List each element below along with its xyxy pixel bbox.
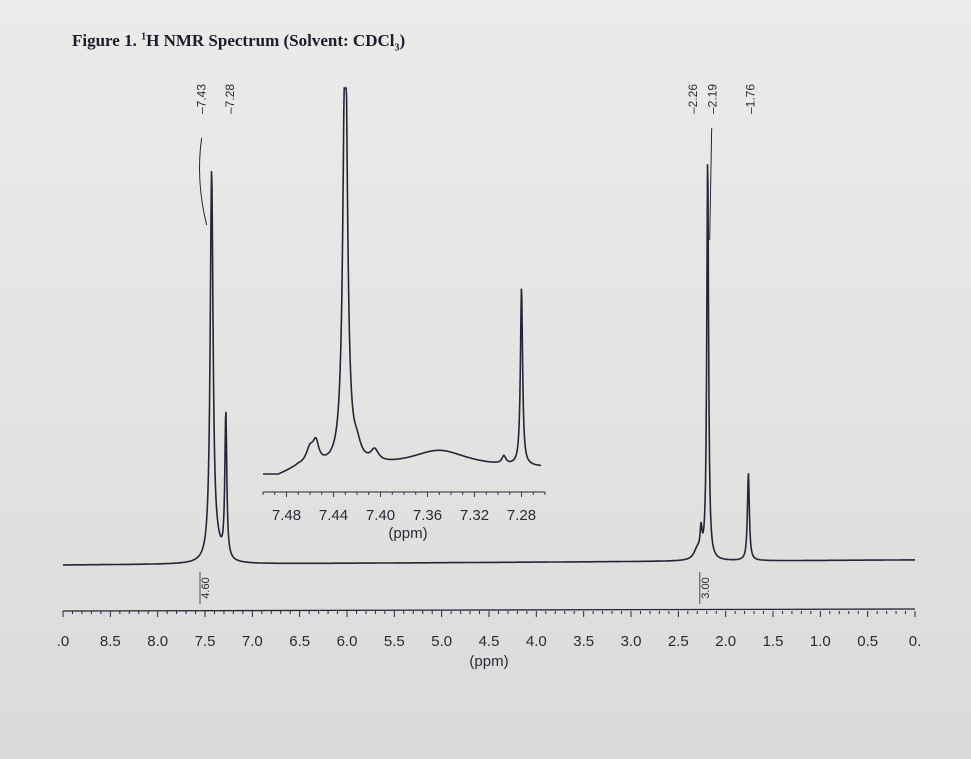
inset-spectrum: 7.48 7.44 7.40 7.36 7.32 7.28 (ppm)	[262, 87, 546, 542]
inset-tick-label: 7.28	[507, 507, 536, 524]
inset-tick-label: 7.36	[413, 507, 442, 524]
integral-label: 4.60	[200, 577, 212, 598]
x-tick-label: 1.5	[763, 633, 784, 650]
peak-label: –1.76	[743, 84, 757, 114]
x-tick-label: 8.0	[147, 633, 168, 650]
peak-label: –2.19	[706, 84, 720, 114]
title-superscript: 1	[141, 31, 147, 43]
x-tick-label: 6.0	[337, 633, 358, 650]
x-tick-label: 3.0	[621, 633, 642, 650]
peak-labels: –7.43 –7.28 –2.26 –2.19 –1.76	[195, 84, 757, 241]
title-subscript: 3	[394, 42, 400, 54]
integral-label: 3.00	[700, 577, 712, 598]
inset-tick-label: 7.48	[272, 507, 301, 524]
integrals: 4.60 3.00	[199, 572, 712, 604]
x-tick-label: 6.5	[289, 633, 310, 650]
x-tick-label: 0.5	[857, 633, 878, 650]
main-x-axis: .0 8.5 8.0 7.5 7.0 6.5 6.0 5.5 5.0 4.5 4.0 3.5 3.0 2.…	[57, 608, 922, 670]
x-tick-label: 3.5	[573, 633, 594, 650]
x-tick-label: 1.0	[810, 633, 831, 650]
peak-label: –7.28	[223, 84, 237, 114]
peak-label: –2.26	[686, 84, 700, 114]
x-tick-label: 4.5	[479, 633, 500, 650]
inset-tick-label: 7.32	[460, 507, 489, 524]
x-tick-label: 4.0	[526, 633, 547, 650]
peak-leader-line	[199, 137, 208, 226]
x-tick-label: 7.5	[195, 633, 216, 650]
peak-leader-line	[709, 127, 713, 241]
main-spectrum	[63, 164, 915, 566]
inset-tick-label: 7.44	[319, 507, 348, 524]
x-axis-line	[62, 608, 916, 612]
title-main: H NMR Spectrum (Solvent: CDCl	[146, 31, 395, 50]
x-tick-label: .0	[57, 633, 70, 650]
x-axis-title: (ppm)	[469, 653, 508, 670]
peak-label: –7.43	[195, 84, 209, 114]
figure-title: Figure 1. 1H NMR Spectrum (Solvent: CDCl…	[72, 31, 405, 53]
x-tick-label: 8.5	[100, 633, 121, 650]
x-tick-label: 7.0	[242, 633, 263, 650]
x-tick-label: 5.0	[431, 633, 452, 650]
x-tick-label: 0.	[909, 633, 922, 650]
spectrum-trace	[63, 164, 915, 566]
inset-tick-label: 7.40	[366, 507, 395, 524]
x-tick-label: 2.0	[715, 633, 736, 650]
x-tick-label: 5.5	[384, 633, 405, 650]
x-tick-label: 2.5	[668, 633, 689, 650]
inset-axis-title: (ppm)	[388, 525, 427, 542]
title-end: )	[399, 31, 406, 50]
inset-trace	[263, 87, 541, 475]
title-prefix: Figure 1.	[72, 31, 142, 50]
